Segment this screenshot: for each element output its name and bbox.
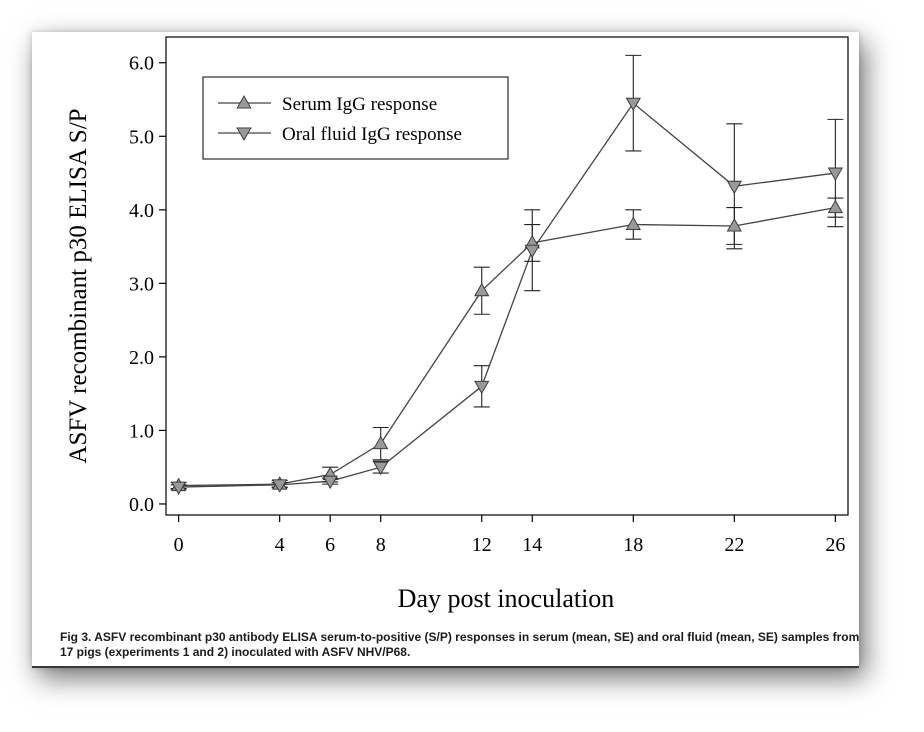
- data-point-oral: [726, 180, 742, 195]
- caption-rule: [32, 666, 859, 668]
- y-axis-title: ASFV recombinant p30 ELISA S/P: [65, 108, 92, 463]
- y-tick-label: 2.0: [129, 347, 154, 369]
- data-point-serum: [625, 216, 641, 231]
- x-tick-label: 22: [724, 534, 744, 556]
- data-point-serum: [726, 218, 742, 232]
- data-point-serum: [474, 282, 490, 297]
- data-point-oral: [272, 479, 288, 493]
- data-point-oral: [524, 244, 540, 259]
- data-point-oral: [827, 167, 844, 181]
- legend-marker-serum: [236, 95, 252, 109]
- data-point-oral: [625, 97, 641, 112]
- legend: Serum IgG response Oral fluid IgG respon…: [202, 76, 509, 160]
- y-axis-ticks: 0.0 1.0 2.0 3.0 4.0 5.0 6.0: [129, 53, 166, 516]
- series-layer: [170, 54, 844, 495]
- x-axis-ticks: 0 4 6 8 12 14 18 22 26: [174, 515, 845, 556]
- plot-frame: [165, 36, 849, 516]
- y-tick-label: 4.0: [129, 200, 154, 222]
- legend-label-oral: Oral fluid IgG response: [282, 124, 462, 145]
- data-point-oral: [170, 481, 187, 495]
- data-point-oral: [373, 461, 389, 476]
- data-point-serum: [827, 199, 844, 214]
- x-tick-label: 12: [472, 534, 492, 556]
- y-tick-label: 1.0: [129, 420, 154, 442]
- x-tick-label: 26: [825, 534, 845, 556]
- x-tick-label: 14: [522, 534, 542, 556]
- legend-label-serum: Serum IgG response: [282, 94, 437, 115]
- legend-box: [202, 76, 509, 160]
- x-tick-label: 0: [174, 534, 184, 556]
- x-tick-label: 8: [376, 534, 386, 556]
- x-tick-label: 6: [325, 534, 335, 556]
- x-tick-label: 4: [275, 534, 285, 556]
- x-tick-label: 18: [623, 534, 643, 556]
- data-point-oral: [474, 380, 490, 395]
- data-point-serum: [373, 435, 389, 450]
- figure-caption: Fig 3. ASFV recombinant p30 antibody ELI…: [60, 630, 860, 659]
- y-tick-label: 5.0: [129, 126, 154, 148]
- line-chart: 0.0 1.0 2.0 3.0 4.0 5.0 6.0 0 4 6 8 12 14 18 22 26 Ser…: [65, 36, 849, 613]
- x-axis-title: Day post inoculation: [398, 584, 615, 613]
- series-line-oral: [178, 102, 836, 488]
- legend-marker-oral: [236, 127, 252, 141]
- y-tick-label: 0.0: [129, 494, 154, 516]
- figure-card: 0.0 1.0 2.0 3.0 4.0 5.0 6.0 0 4 6 8 12 14 18 22 26 Ser…: [32, 32, 859, 668]
- y-tick-label: 6.0: [129, 53, 154, 75]
- data-point-oral: [322, 475, 338, 490]
- y-tick-label: 3.0: [129, 273, 154, 295]
